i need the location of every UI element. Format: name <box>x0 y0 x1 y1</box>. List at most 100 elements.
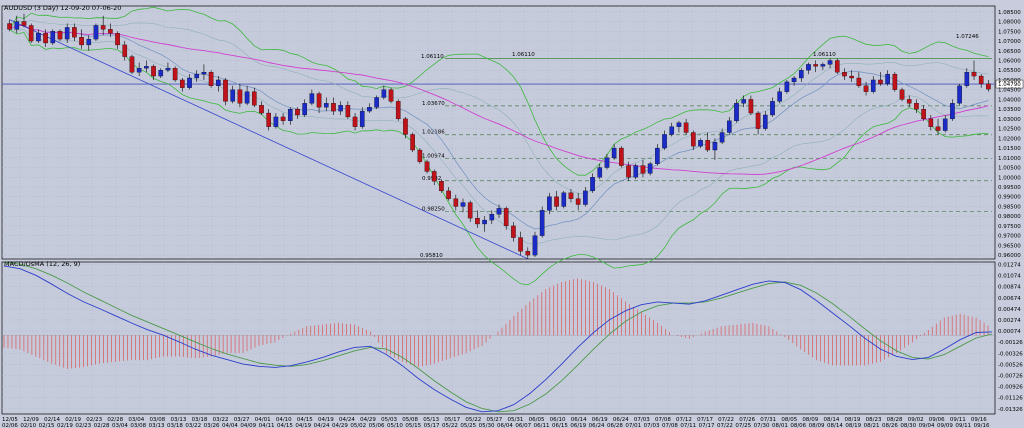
bullish-candle <box>676 122 682 127</box>
bearish-candle <box>79 36 84 46</box>
bullish-candle <box>367 107 372 112</box>
x-axis-label-row2: 06/15 <box>552 423 568 428</box>
bearish-candle <box>7 23 12 30</box>
fib-level-label: 0.98250 <box>422 206 445 212</box>
fib-level-label: 0.9982 <box>422 176 441 182</box>
x-axis-label-row2: 08/14 <box>827 423 843 428</box>
price-tick-label: 1.07000 <box>998 39 1021 45</box>
x-axis-label-row2: 07/01 <box>625 423 641 428</box>
x-axis-label: 05/27 <box>486 417 502 423</box>
x-axis-label: 05/31 <box>508 417 524 423</box>
x-axis-label-row2: 07/22 <box>717 423 733 428</box>
bullish-candle <box>36 33 41 42</box>
x-axis-label: 07/26 <box>739 417 755 423</box>
x-axis-label: 02/19 <box>65 417 81 423</box>
x-axis-label: 08/09 <box>802 417 818 423</box>
x-axis-label: 04/24 <box>339 417 355 423</box>
x-axis-label-row2: 05/30 <box>479 423 495 428</box>
x-axis-label: 06/24 <box>613 417 629 423</box>
price-tick-label: 1.01500 <box>998 146 1021 152</box>
x-axis-label-row2: 04/04 <box>222 423 238 428</box>
macd-tick-label: 0.00674 <box>998 296 1021 302</box>
x-axis-label: 03/22 <box>213 417 229 423</box>
price-tick-label: 0.97500 <box>998 224 1021 230</box>
x-axis-label: 09/02 <box>908 417 924 423</box>
x-axis-label: 04/10 <box>276 417 292 423</box>
price-tick-label: 1.05000 <box>998 78 1021 84</box>
bullish-candle <box>798 70 804 79</box>
bearish-candle <box>180 79 185 88</box>
bullish-candle <box>561 192 567 207</box>
price-tick-label: 1.08000 <box>998 20 1021 26</box>
x-axis-label: 05/17 <box>444 417 460 423</box>
bearish-candle <box>906 99 912 104</box>
price-tick-label: 0.97000 <box>998 234 1021 240</box>
x-axis-label-row2: 06/04 <box>497 423 513 428</box>
bullish-candle <box>957 85 962 104</box>
inner-band-lower <box>9 28 989 245</box>
macd-tick-label: -0.00126 <box>998 340 1023 346</box>
x-axis-label-row2: 05/10 <box>387 423 403 428</box>
x-axis-label: 03/08 <box>149 417 165 423</box>
bearish-candle <box>568 192 574 199</box>
x-axis-label-row2: 05/06 <box>369 423 385 428</box>
bearish-candle <box>935 126 941 131</box>
x-axis-label: 04/01 <box>255 417 271 423</box>
bearish-candle <box>842 72 847 77</box>
x-axis-label-row2: 04/11 <box>259 423 275 428</box>
bullish-candle <box>770 101 775 116</box>
bearish-candle <box>626 165 631 178</box>
bearish-candle <box>755 112 761 129</box>
bearish-candle <box>511 225 516 238</box>
bearish-candle <box>453 198 459 207</box>
overlay-label: 1.06110 <box>512 52 535 58</box>
x-axis-label-row2: 05/02 <box>350 423 366 428</box>
bearish-candle <box>100 25 106 30</box>
bearish-candle <box>748 99 754 114</box>
bearish-candle <box>266 112 272 127</box>
x-axis-label-row2: 09/16 <box>974 423 990 428</box>
bullish-candle <box>230 89 236 102</box>
x-axis-label-row2: 05/17 <box>424 423 440 428</box>
bearish-candle <box>251 91 257 106</box>
bollinger-upper <box>9 6 989 176</box>
bearish-candle <box>899 89 905 100</box>
bearish-candle <box>691 132 696 147</box>
x-axis-label: 02/28 <box>107 417 123 423</box>
bullish-candle <box>604 157 610 168</box>
bullish-candle <box>741 99 747 104</box>
bearish-candle <box>151 66 156 77</box>
trend-line <box>9 19 528 260</box>
bearish-candle <box>417 149 423 162</box>
bullish-candle <box>590 177 595 192</box>
x-axis-label-row2: 08/06 <box>790 423 806 428</box>
bullish-candle <box>14 21 20 30</box>
bearish-candle <box>986 83 991 90</box>
bearish-candle <box>431 171 437 182</box>
bullish-candle <box>669 126 675 135</box>
bullish-candle <box>359 110 365 127</box>
x-axis-label-row2: 07/03 <box>644 423 660 428</box>
x-axis-label-row2: 05/25 <box>460 423 476 428</box>
bearish-candle <box>172 68 178 81</box>
x-axis-label-row2: 07/25 <box>735 423 751 428</box>
macd-tick-label: -0.00926 <box>998 385 1023 391</box>
x-axis-label-row2: 03/18 <box>167 423 183 428</box>
price-chart-title: AUDUSD (3 Day) 12-09-20 07-06-20 <box>4 4 121 12</box>
x-axis-label-row2: 02/19 <box>57 423 73 428</box>
price-tick-label: 1.00500 <box>998 166 1021 172</box>
bearish-candle <box>467 202 473 219</box>
bullish-candle <box>719 132 725 143</box>
bearish-candle <box>28 25 34 42</box>
bullish-candle <box>942 118 948 131</box>
x-axis-label-row2: 08/09 <box>809 423 825 428</box>
x-axis-label-row2: 09/11 <box>955 423 971 428</box>
x-axis-label-row2: 04/15 <box>277 423 293 428</box>
price-tick-label: 1.02000 <box>998 136 1021 142</box>
bollinger-lower <box>9 29 989 286</box>
price-tick-label: 0.98500 <box>998 204 1021 210</box>
bullish-candle <box>791 77 797 83</box>
bearish-candle <box>259 105 264 114</box>
price-tick-label: 1.04500 <box>998 88 1021 94</box>
